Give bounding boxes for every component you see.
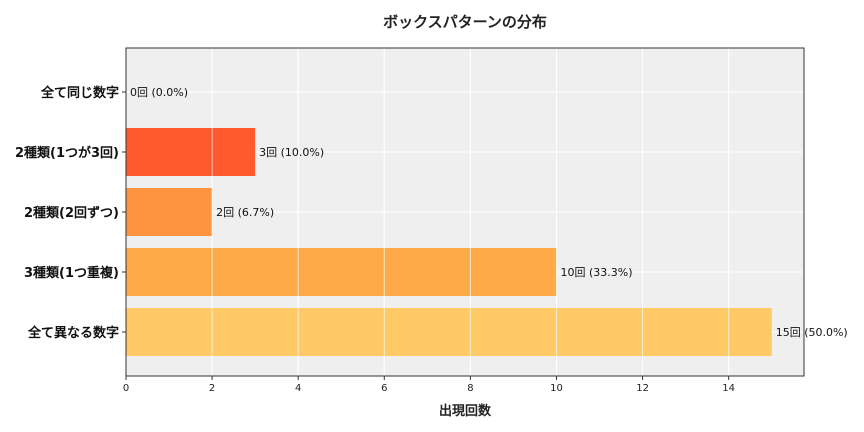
data-label: 10回 (33.3%) (560, 266, 632, 279)
x-tick-label: 12 (636, 383, 649, 394)
x-tick-label: 4 (295, 383, 301, 394)
bars (126, 48, 772, 376)
data-label: 2回 (6.7%) (216, 206, 274, 219)
bar-1 (126, 128, 256, 176)
y-axis: 全て同じ数字 2種類(1つが3回) 2種類(2回ずつ) 3種類(1つ重複) 全て異なる数… (15, 85, 126, 341)
x-tick-label: 6 (381, 383, 387, 394)
data-label: 3回 (10.0%) (259, 146, 324, 159)
bar-3 (126, 248, 557, 296)
category-label: 2種類(1つが3回) (15, 145, 119, 161)
category-label: 全て異なる数字 (27, 325, 119, 341)
x-axis-label: 出現回数 (439, 403, 492, 419)
x-tick-label: 2 (209, 383, 215, 394)
chart-title: ボックスパターンの分布 (383, 13, 547, 31)
data-label: 0回 (0.0%) (130, 86, 188, 99)
data-label: 15回 (50.0%) (776, 326, 848, 339)
bar-2 (126, 188, 213, 236)
x-tick-label: 10 (550, 383, 563, 394)
x-tick-label: 8 (467, 383, 473, 394)
bar-4 (126, 308, 772, 356)
data-labels: 0回 (0.0%) 3回 (10.0%) 2回 (6.7%) 10回 (33.3%) 1… (130, 86, 848, 339)
category-label: 2種類(2回ずつ) (24, 205, 119, 221)
category-label: 全て同じ数字 (40, 85, 119, 101)
category-label: 3種類(1つ重複) (24, 265, 119, 281)
x-tick-label: 14 (722, 383, 735, 394)
x-axis: 0 2 4 6 8 10 12 14 (123, 376, 735, 394)
x-tick-label: 0 (123, 383, 129, 394)
